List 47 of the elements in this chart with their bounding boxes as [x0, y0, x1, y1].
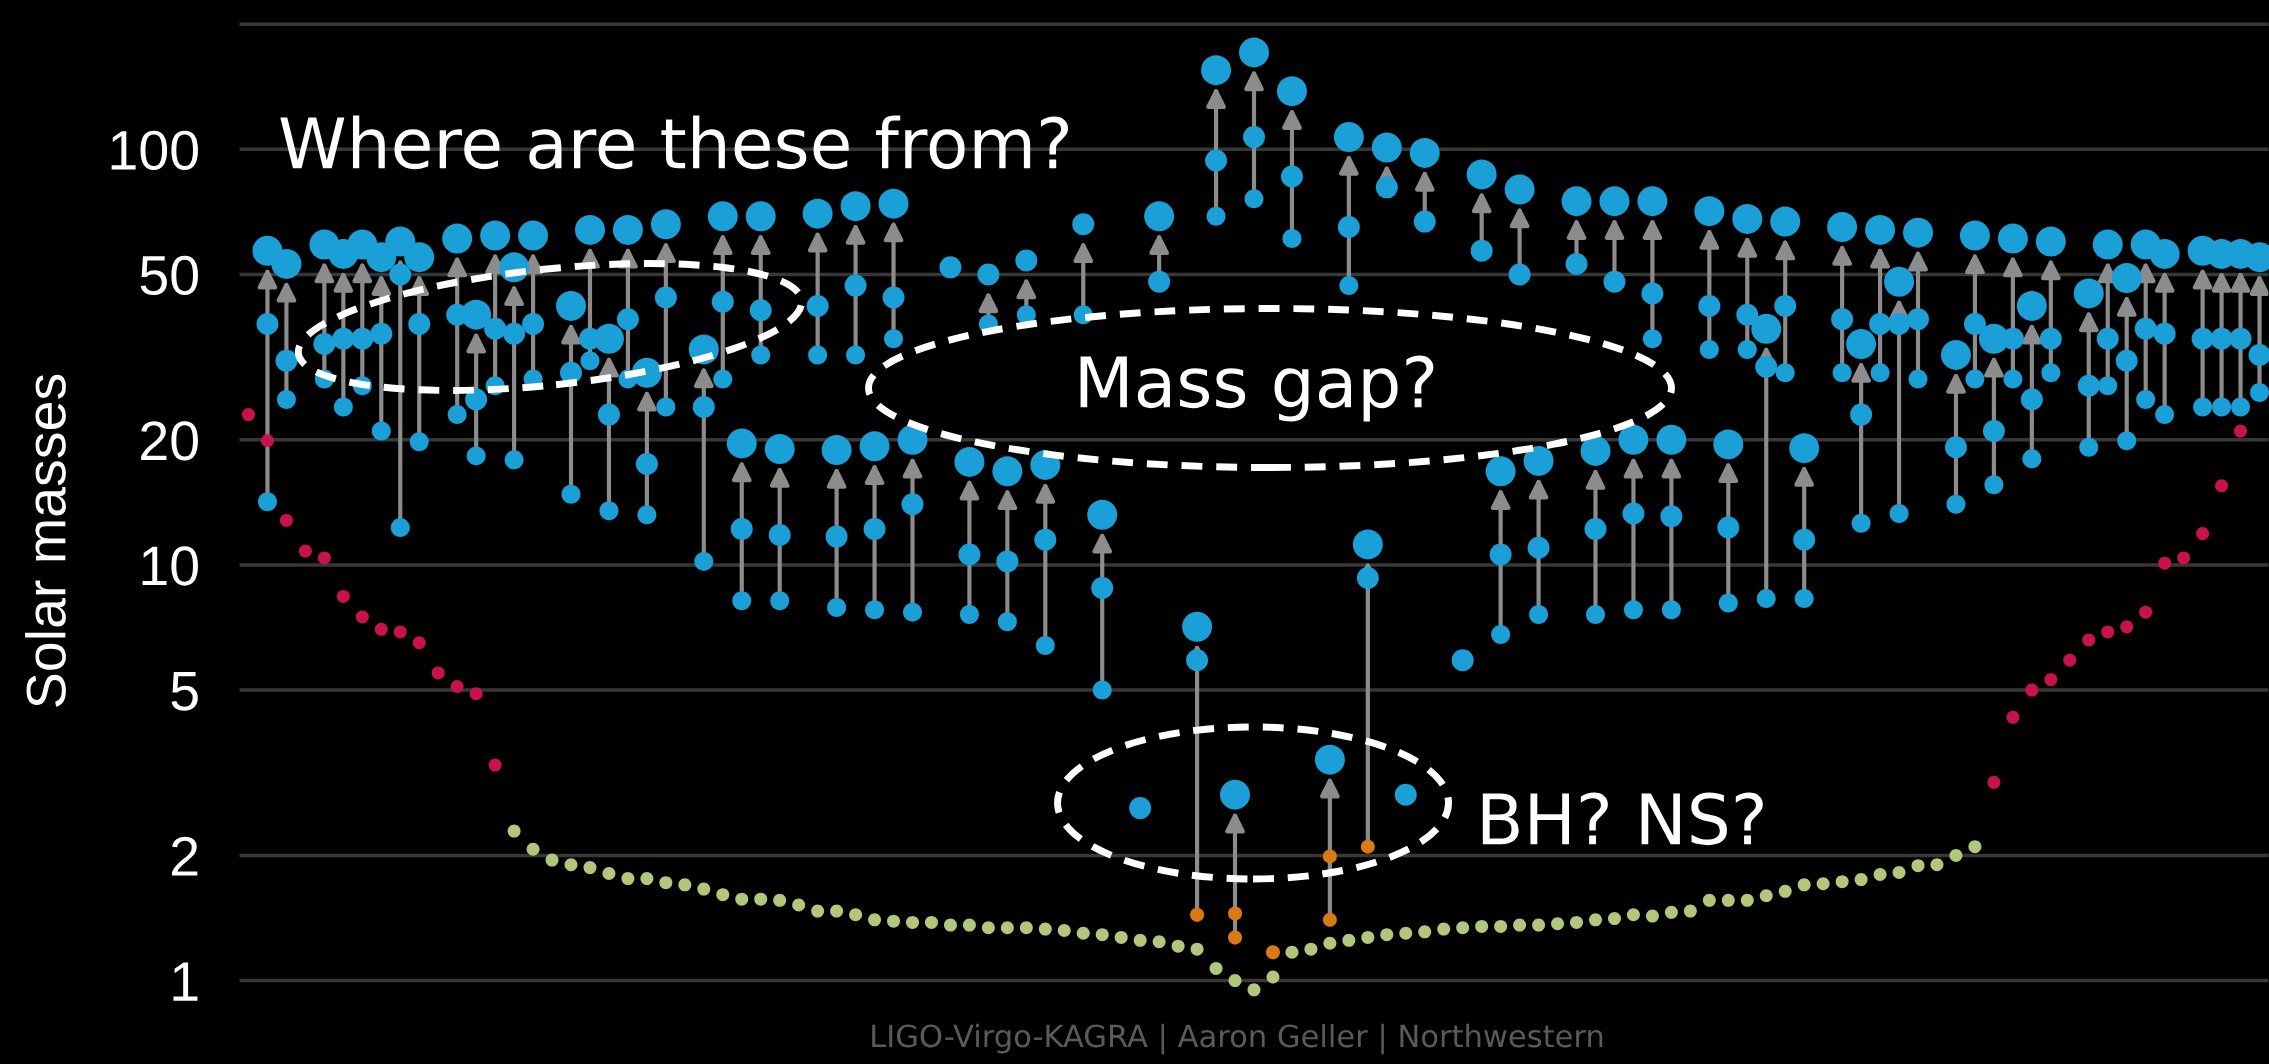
- point: [2063, 653, 2077, 667]
- point: [469, 687, 483, 701]
- y-axis-title: Solar masses: [25, 374, 66, 707]
- point: [1228, 906, 1243, 921]
- y-tick-label: 2: [172, 836, 198, 876]
- point: [2101, 625, 2115, 639]
- point: [1190, 907, 1205, 922]
- point: [1322, 912, 1337, 927]
- annotation: Where are these from?: [280, 115, 1069, 170]
- annotation: LIGO-Virgo-KAGRA | Aaron Geller | Northwestern: [872, 1023, 1603, 1055]
- point: [2006, 710, 2020, 724]
- annotation: BH? NS?: [1482, 792, 1763, 846]
- point: [2158, 556, 2172, 570]
- point: [2120, 620, 2134, 634]
- y-tick-label: 20: [141, 421, 198, 461]
- point: [393, 625, 407, 639]
- y-tick-label: 50: [140, 255, 198, 296]
- point: [1322, 849, 1337, 864]
- point: [241, 408, 255, 422]
- point: [355, 610, 369, 624]
- point: [2196, 527, 2210, 541]
- point: [279, 513, 293, 527]
- point: [2139, 605, 2153, 619]
- point: [374, 622, 388, 636]
- point: [2082, 633, 2096, 647]
- point: [2177, 551, 2191, 565]
- y-tick-label: 10: [142, 546, 198, 586]
- y-tick-label: 1: [173, 962, 198, 1001]
- point: [2025, 683, 2039, 697]
- point: [1228, 930, 1243, 945]
- point: [1265, 945, 1280, 960]
- point: [2044, 673, 2058, 687]
- point: [336, 589, 350, 603]
- point: [2234, 424, 2248, 438]
- point: [317, 551, 331, 565]
- y-tick-label: 5: [171, 671, 198, 711]
- point: [431, 666, 445, 680]
- point: [488, 758, 502, 772]
- point: [298, 544, 312, 558]
- point: [450, 680, 464, 694]
- point: [260, 434, 274, 448]
- point: [1987, 775, 2001, 789]
- annotation: Mass gap?: [1080, 355, 1434, 422]
- point: [412, 636, 426, 650]
- point: [1360, 839, 1375, 854]
- y-tick-label: 100: [111, 130, 198, 171]
- point: [2215, 479, 2229, 493]
